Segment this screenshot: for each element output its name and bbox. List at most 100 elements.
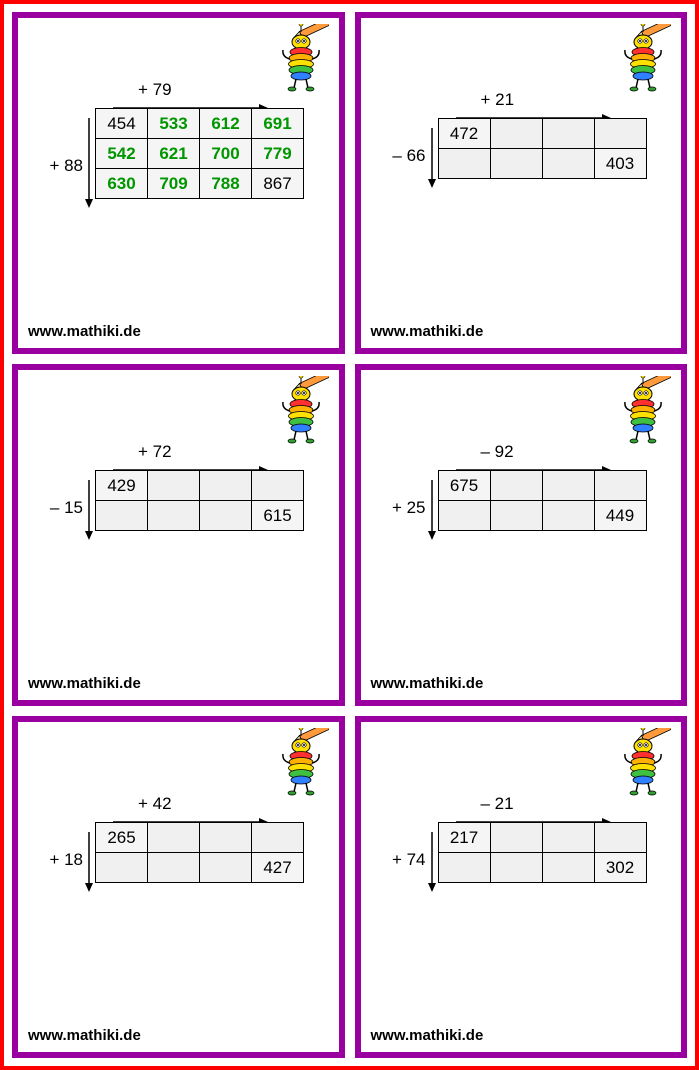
table-row: 302 xyxy=(438,853,646,883)
table-row: 542621700779 xyxy=(96,139,304,169)
table-row: 615 xyxy=(96,501,304,531)
table-cell: 302 xyxy=(594,853,646,883)
table-cell xyxy=(490,471,542,501)
table-cell xyxy=(200,471,252,501)
card-body: – 92 + 25 675449 xyxy=(361,370,682,669)
worksheet-card: + 21 – 66 472403 www.mathiki.de xyxy=(355,12,688,354)
right-arrow-icon xyxy=(113,461,268,469)
table-cell: 700 xyxy=(200,139,252,169)
table-cell xyxy=(542,853,594,883)
worksheet-card: + 79 + 88 454533612691542621700779630709… xyxy=(12,12,345,354)
worksheet-card: – 92 + 25 675449 www.mathiki.de xyxy=(355,364,688,706)
table-cell: 265 xyxy=(96,823,148,853)
horizontal-operation-label: + 79 xyxy=(138,80,172,100)
table-cell xyxy=(148,853,200,883)
vertical-operation-label: – 66 xyxy=(384,146,426,166)
table-cell: 709 xyxy=(148,169,200,199)
worksheet-card: – 21 + 74 217302 www.mathiki.de xyxy=(355,716,688,1058)
table-cell xyxy=(252,823,304,853)
worksheet-page: + 79 + 88 454533612691542621700779630709… xyxy=(0,0,699,1070)
right-arrow-icon xyxy=(456,109,611,117)
table-cell xyxy=(490,853,542,883)
table-cell xyxy=(490,119,542,149)
table-cell xyxy=(490,823,542,853)
down-arrow-icon xyxy=(85,480,93,540)
card-footer-link: www.mathiki.de xyxy=(18,1021,339,1052)
table-row: 429 xyxy=(96,471,304,501)
table-cell: 630 xyxy=(96,169,148,199)
table-cell: 403 xyxy=(594,149,646,179)
table-cell xyxy=(252,471,304,501)
table-cell xyxy=(594,471,646,501)
down-arrow-icon xyxy=(85,832,93,892)
mascot-icon xyxy=(274,376,329,446)
table-cell xyxy=(542,149,594,179)
down-arrow-icon xyxy=(85,118,93,208)
card-body: + 21 – 66 472403 xyxy=(361,18,682,317)
mascot-icon xyxy=(616,728,671,798)
card-body: – 21 + 74 217302 xyxy=(361,722,682,1021)
table-cell xyxy=(542,823,594,853)
table-cell xyxy=(490,501,542,531)
card-footer-link: www.mathiki.de xyxy=(18,317,339,348)
right-arrow-icon xyxy=(113,99,268,107)
down-arrow-icon xyxy=(428,480,436,540)
table-cell xyxy=(594,823,646,853)
card-footer-link: www.mathiki.de xyxy=(361,1021,682,1052)
number-grid: 472 403 xyxy=(438,118,647,179)
vertical-operation-label: + 74 xyxy=(384,850,426,870)
mascot-icon xyxy=(616,24,671,94)
table-cell: 691 xyxy=(252,109,304,139)
mascot-icon xyxy=(616,376,671,446)
table-cell: 449 xyxy=(594,501,646,531)
table-cell: 621 xyxy=(148,139,200,169)
table-cell: 788 xyxy=(200,169,252,199)
card-footer-link: www.mathiki.de xyxy=(361,317,682,348)
worksheet-card: + 42 + 18 265427 www.mathiki.de xyxy=(12,716,345,1058)
table-cell xyxy=(542,471,594,501)
vertical-operation-label: + 25 xyxy=(384,498,426,518)
table-row: 454533612691 xyxy=(96,109,304,139)
horizontal-operation-label: + 72 xyxy=(138,442,172,462)
number-grid: 217302 xyxy=(438,822,647,883)
table-cell xyxy=(542,501,594,531)
worksheet-card: + 72 – 15 429 615 www.mathiki.de xyxy=(12,364,345,706)
table-cell xyxy=(200,501,252,531)
horizontal-operation-label: – 92 xyxy=(481,442,514,462)
card-footer-link: www.mathiki.de xyxy=(18,669,339,700)
table-cell: 779 xyxy=(252,139,304,169)
card-grid: + 79 + 88 454533612691542621700779630709… xyxy=(12,12,687,1058)
table-row: 675 xyxy=(438,471,646,501)
table-row: 265 xyxy=(96,823,304,853)
table-cell: 429 xyxy=(96,471,148,501)
vertical-operation-label: – 15 xyxy=(41,498,83,518)
vertical-operation-label: + 88 xyxy=(41,156,83,176)
vertical-operation-label: + 18 xyxy=(41,850,83,870)
table-cell xyxy=(594,119,646,149)
table-row: 217 xyxy=(438,823,646,853)
card-body: + 42 + 18 265427 xyxy=(18,722,339,1021)
table-cell xyxy=(96,853,148,883)
right-arrow-icon xyxy=(456,813,611,821)
table-cell xyxy=(148,823,200,853)
table-cell xyxy=(490,149,542,179)
down-arrow-icon xyxy=(428,128,436,188)
table-cell xyxy=(438,501,490,531)
mascot-icon xyxy=(274,24,329,94)
card-footer-link: www.mathiki.de xyxy=(361,669,682,700)
table-cell: 454 xyxy=(96,109,148,139)
horizontal-operation-label: – 21 xyxy=(481,794,514,814)
table-row: 472 xyxy=(438,119,646,149)
table-row: 403 xyxy=(438,149,646,179)
table-cell xyxy=(438,853,490,883)
table-cell: 612 xyxy=(200,109,252,139)
horizontal-operation-label: + 42 xyxy=(138,794,172,814)
table-cell xyxy=(200,823,252,853)
number-grid: 454533612691542621700779630709788867 xyxy=(95,108,304,199)
table-cell: 615 xyxy=(252,501,304,531)
table-row: 630709788867 xyxy=(96,169,304,199)
table-cell xyxy=(542,119,594,149)
table-cell: 472 xyxy=(438,119,490,149)
table-row: 427 xyxy=(96,853,304,883)
table-row: 449 xyxy=(438,501,646,531)
